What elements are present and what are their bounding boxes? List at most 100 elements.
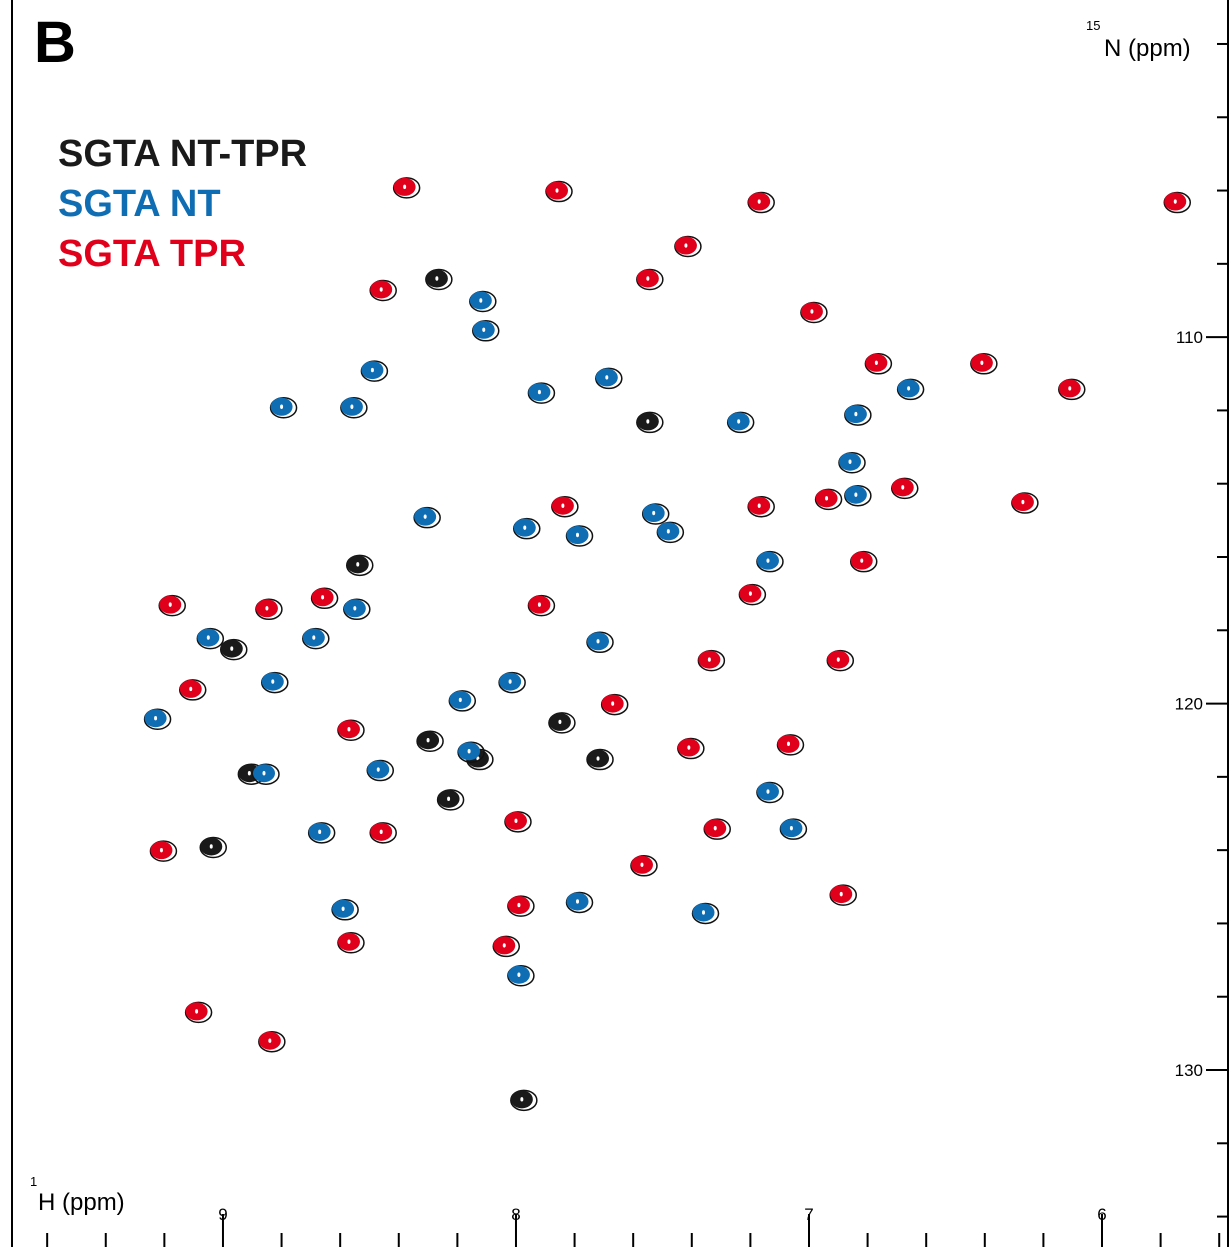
peak-contour <box>469 290 497 313</box>
peak-contour <box>548 712 576 734</box>
peak-contour <box>178 679 207 701</box>
peak <box>343 598 371 621</box>
peak <box>779 818 808 840</box>
peak <box>392 177 421 199</box>
peak-contour <box>636 411 664 434</box>
peak-contour <box>747 495 775 518</box>
peak <box>595 367 623 390</box>
peak-contour <box>492 935 521 958</box>
peak-contour <box>726 411 755 434</box>
peak-center <box>537 389 541 395</box>
peak <box>756 550 784 573</box>
peak-center <box>757 199 761 204</box>
peak <box>548 712 576 734</box>
peak <box>677 737 705 760</box>
peak-center <box>605 375 609 380</box>
peak <box>636 411 664 434</box>
y-label-sup: 15 <box>1086 18 1100 33</box>
peak-center <box>611 701 615 706</box>
peak-center <box>280 404 284 409</box>
peak-center <box>370 367 374 373</box>
peak-center <box>687 745 691 750</box>
peak-contour <box>545 180 573 203</box>
peak-contour <box>252 763 280 785</box>
peak <box>1163 191 1192 214</box>
peak-contour <box>814 488 843 511</box>
x-tick-label: 7 <box>804 1205 813 1224</box>
peak-center <box>379 287 383 292</box>
peak-contour <box>551 495 579 518</box>
peak <box>636 268 664 291</box>
peak <box>896 378 925 401</box>
y-tick-label: 110 <box>1176 328 1203 347</box>
peak <box>269 396 298 419</box>
peak-center <box>403 184 407 190</box>
peak <box>340 396 368 419</box>
peak-contour <box>343 598 371 621</box>
peak-contour <box>258 1030 286 1053</box>
series-peaks <box>149 177 1192 1053</box>
peak-center <box>271 679 275 684</box>
peak <box>196 627 225 650</box>
peak-center <box>482 327 486 332</box>
peak <box>220 638 248 661</box>
peak-center <box>467 749 471 754</box>
peak-contour <box>269 396 298 419</box>
y-tick-label: 120 <box>1175 695 1203 714</box>
peak-center <box>458 697 462 703</box>
peak-contour <box>656 521 685 544</box>
peak-contour <box>416 730 444 752</box>
peak-center <box>646 276 650 281</box>
peak-center <box>684 243 688 248</box>
peak <box>551 495 579 518</box>
peak <box>600 693 629 716</box>
peak-contour <box>565 891 594 914</box>
peak <box>331 899 359 921</box>
peak <box>149 840 178 862</box>
peak-center <box>514 818 518 824</box>
peak-contour <box>513 517 541 540</box>
peak-center <box>839 891 843 897</box>
peak-center <box>1068 386 1072 391</box>
legend-entry: SGTA NT-TPR <box>58 133 307 175</box>
peak <box>307 822 336 844</box>
peak-contour <box>747 191 775 214</box>
y-tick-label: 130 <box>1175 1061 1203 1080</box>
peak-contour <box>425 268 453 291</box>
peak <box>838 451 866 474</box>
peak <box>703 818 731 840</box>
peak-contour <box>636 268 664 291</box>
peak <box>747 495 775 518</box>
peak <box>448 690 477 712</box>
peak <box>416 730 444 752</box>
peak <box>747 191 775 214</box>
peak-center <box>596 639 600 644</box>
peak-center <box>353 606 357 611</box>
peak-center <box>874 360 878 365</box>
peak <box>369 822 397 844</box>
peak-contour <box>697 649 726 672</box>
x-tick-label: 9 <box>218 1205 227 1224</box>
peak-center <box>520 1097 524 1102</box>
peak <box>814 488 843 511</box>
peak-center <box>350 404 354 409</box>
peak-center <box>321 595 325 600</box>
peak <box>586 748 614 771</box>
peak <box>302 627 330 650</box>
peak-center <box>154 716 158 721</box>
peak-contour <box>829 884 857 906</box>
peak-contour <box>674 235 702 258</box>
peak-center <box>901 485 905 490</box>
series-peaks <box>143 290 925 987</box>
peak-center <box>159 847 163 853</box>
peak-contour <box>703 818 731 840</box>
peak-contour <box>896 378 925 401</box>
peak-contour <box>826 649 855 672</box>
peak-center <box>836 657 840 662</box>
peak-center <box>980 360 984 365</box>
peak-center <box>646 419 650 424</box>
peak-center <box>312 635 316 640</box>
peak <box>337 719 365 741</box>
peak-contour <box>1058 378 1086 401</box>
peak <box>527 594 556 617</box>
